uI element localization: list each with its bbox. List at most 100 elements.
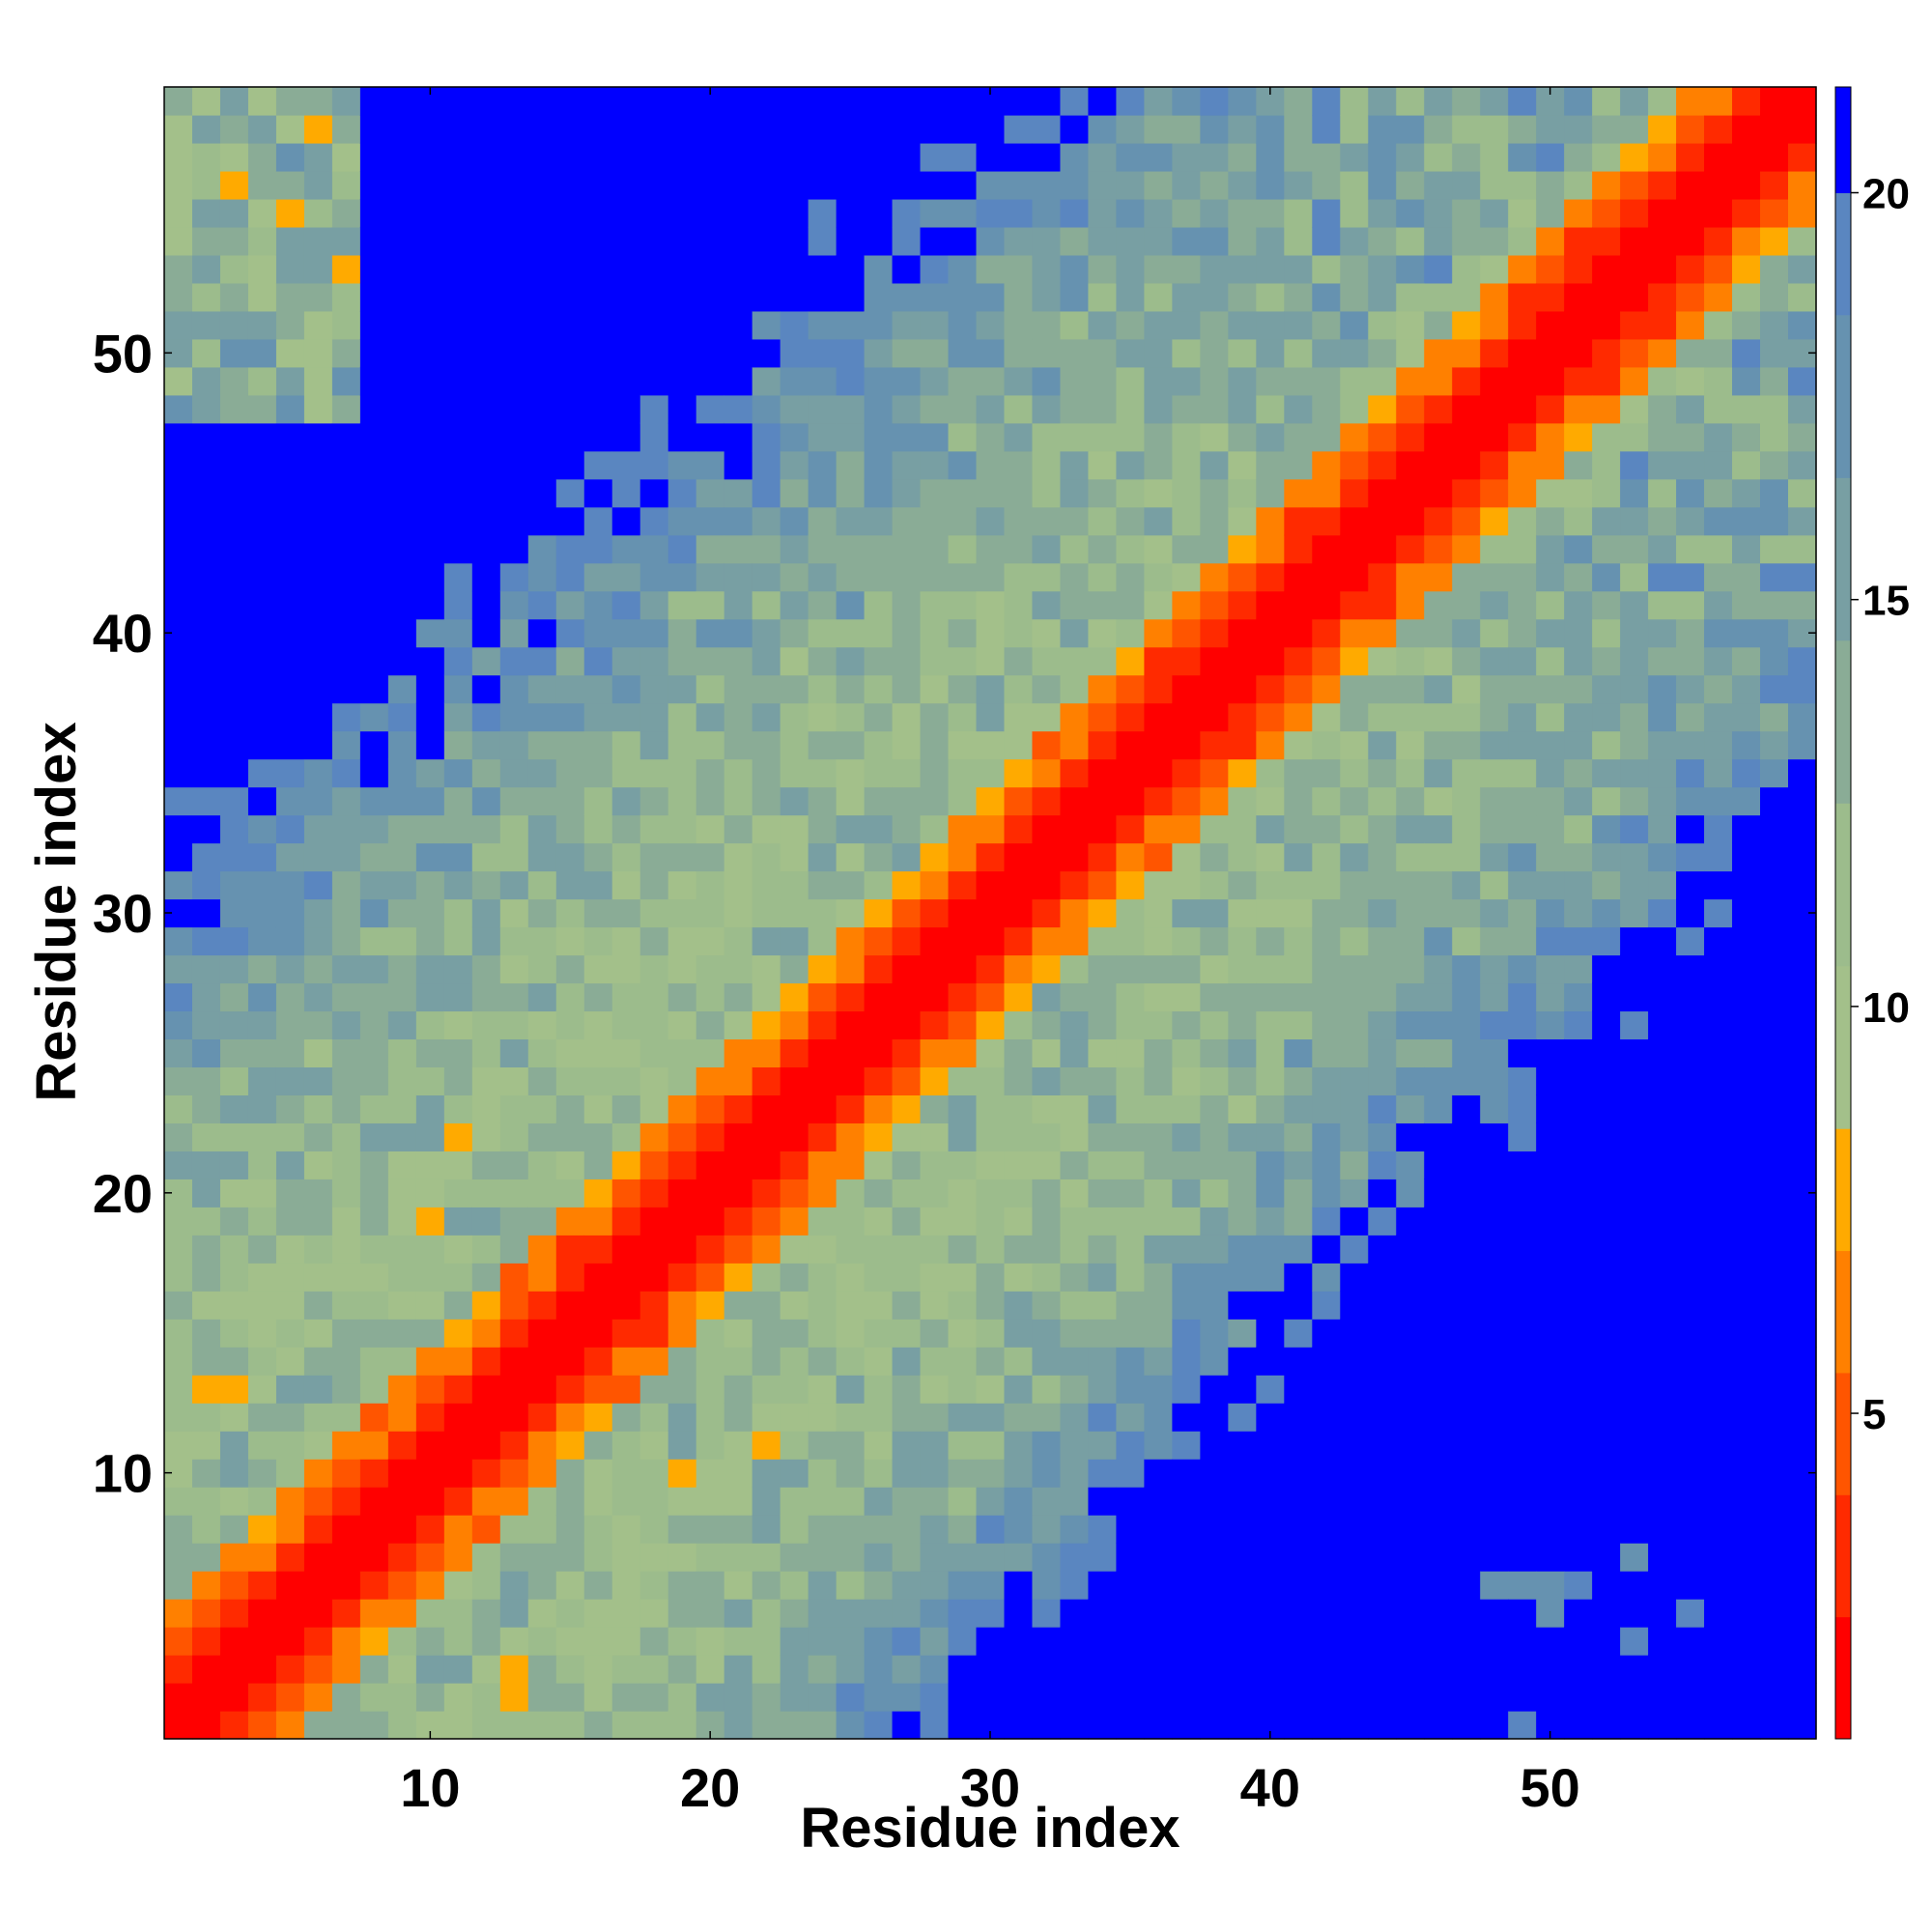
- heatmap-cell: [1340, 338, 1369, 368]
- heatmap-cell: [527, 310, 557, 340]
- heatmap-cell: [415, 1431, 445, 1460]
- heatmap-cell: [1004, 758, 1034, 788]
- heatmap-cell: [1172, 170, 1201, 200]
- heatmap-cell: [499, 926, 529, 956]
- heatmap-cell: [808, 898, 838, 928]
- heatmap-cell: [1004, 1655, 1034, 1684]
- heatmap-cell: [1424, 282, 1453, 312]
- heatmap-cell: [1676, 338, 1705, 368]
- heatmap-cell: [696, 842, 725, 872]
- heatmap-cell: [1144, 226, 1173, 256]
- heatmap-cell: [555, 366, 585, 396]
- heatmap-cell: [1088, 478, 1118, 508]
- heatmap-cell: [527, 1683, 557, 1712]
- heatmap-cell: [724, 562, 753, 592]
- heatmap-cell: [303, 1122, 333, 1151]
- heatmap-cell: [1592, 1711, 1621, 1740]
- heatmap-cell: [1284, 198, 1313, 228]
- heatmap-cell: [1620, 87, 1649, 116]
- heatmap-cell: [1144, 142, 1173, 172]
- heatmap-cell: [976, 618, 1006, 648]
- heatmap-cell: [639, 954, 669, 984]
- heatmap-cell: [1648, 1543, 1677, 1572]
- heatmap-cell: [1200, 926, 1229, 956]
- heatmap-cell: [752, 1431, 781, 1460]
- heatmap-cell: [1060, 1038, 1090, 1067]
- heatmap-cell: [1536, 1403, 1565, 1432]
- heatmap-cell: [583, 842, 613, 872]
- heatmap-cell: [247, 1151, 277, 1179]
- heatmap-cell: [864, 1487, 894, 1516]
- heatmap-cell: [1732, 282, 1761, 312]
- heatmap-cell: [331, 758, 361, 788]
- heatmap-cell: [1228, 254, 1257, 284]
- heatmap-cell: [443, 1599, 473, 1628]
- heatmap-cell: [1564, 1319, 1593, 1348]
- heatmap-cell: [724, 338, 753, 368]
- heatmap-cell: [1676, 366, 1705, 396]
- heatmap-cell: [471, 422, 501, 452]
- heatmap-cell: [1116, 590, 1145, 620]
- heatmap-cell: [1564, 646, 1593, 676]
- heatmap-cell: [1088, 506, 1118, 536]
- heatmap-cell: [948, 1711, 978, 1740]
- heatmap-cell: [1508, 1403, 1537, 1432]
- heatmap-cell: [1312, 1515, 1341, 1544]
- heatmap-cell: [1004, 842, 1034, 872]
- heatmap-cell: [219, 1487, 249, 1516]
- heatmap-cell: [1088, 338, 1118, 368]
- heatmap-cell: [696, 534, 725, 564]
- heatmap-cell: [1116, 982, 1145, 1012]
- heatmap-cell: [1648, 1487, 1677, 1516]
- heatmap-cell: [1620, 114, 1649, 144]
- heatmap-cell: [555, 870, 585, 900]
- heatmap-cell: [1592, 338, 1621, 368]
- heatmap-cell: [219, 422, 249, 452]
- heatmap-cell: [1116, 1459, 1145, 1488]
- heatmap-cell: [443, 786, 473, 816]
- heatmap-cell: [1228, 1094, 1257, 1123]
- heatmap-cell: [639, 534, 669, 564]
- heatmap-cell: [1452, 1431, 1481, 1460]
- heatmap-cell: [836, 1122, 866, 1151]
- heatmap-cell: [331, 1571, 361, 1600]
- heatmap-cell: [415, 450, 445, 480]
- heatmap-cell: [1312, 282, 1341, 312]
- heatmap-cell: [1396, 87, 1425, 116]
- heatmap-cell: [499, 366, 529, 396]
- heatmap-cell: [1676, 1403, 1705, 1432]
- heatmap-cell: [1144, 506, 1173, 536]
- heatmap-cell: [1620, 1235, 1649, 1264]
- heatmap-cell: [1368, 1459, 1397, 1488]
- heatmap-cell: [1732, 1487, 1761, 1516]
- heatmap-cell: [1452, 1179, 1481, 1208]
- heatmap-cell: [1368, 1711, 1397, 1740]
- heatmap-cell: [1116, 1179, 1145, 1208]
- heatmap-cell: [1200, 898, 1229, 928]
- heatmap-cell: [1424, 1291, 1453, 1320]
- heatmap-cell: [1480, 282, 1509, 312]
- heatmap-cell: [387, 478, 417, 508]
- heatmap-cell: [1508, 702, 1537, 732]
- heatmap-cell: [164, 1151, 193, 1179]
- heatmap-cell: [948, 926, 978, 956]
- heatmap-cell: [892, 1235, 922, 1264]
- heatmap-cell: [780, 142, 810, 172]
- heatmap-cell: [1620, 1291, 1649, 1320]
- heatmap-cell: [808, 1122, 838, 1151]
- heatmap-cell: [724, 478, 753, 508]
- heatmap-cell: [1508, 926, 1537, 956]
- heatmap-cell: [1676, 1711, 1705, 1740]
- heatmap-cell: [275, 310, 305, 340]
- heatmap-cell: [1564, 1683, 1593, 1712]
- heatmap-cell: [1060, 1431, 1090, 1460]
- heatmap-cell: [892, 562, 922, 592]
- heatmap-cell: [976, 1627, 1006, 1656]
- heatmap-cell: [752, 1207, 781, 1236]
- heatmap-cell: [948, 282, 978, 312]
- heatmap-cell: [583, 1571, 613, 1600]
- heatmap-cell: [1620, 1375, 1649, 1404]
- heatmap-cell: [219, 394, 249, 424]
- heatmap-cell: [499, 142, 529, 172]
- heatmap-cell: [836, 254, 866, 284]
